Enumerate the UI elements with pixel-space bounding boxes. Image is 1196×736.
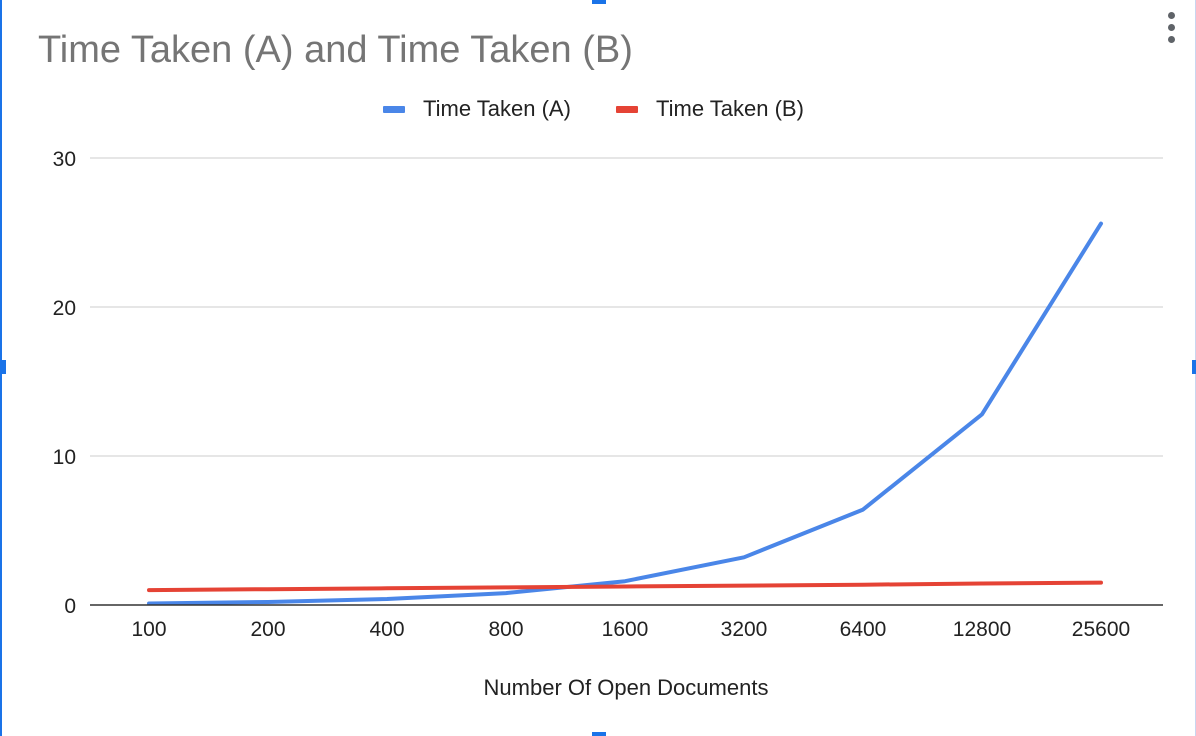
gridlines xyxy=(90,157,1163,457)
y-tick-label: 20 xyxy=(53,297,76,320)
y-tick-label: 0 xyxy=(64,595,76,618)
x-axis-label: Number Of Open Documents xyxy=(484,675,769,700)
x-tick-label: 800 xyxy=(488,618,523,641)
chart-legend: Time Taken (A) Time Taken (B) xyxy=(0,94,1196,124)
x-tick-label: 200 xyxy=(250,618,285,641)
x-tick-label: 100 xyxy=(131,618,166,641)
y-axis-ticks: 0 10 20 30 xyxy=(53,148,76,618)
y-tick-label: 30 xyxy=(53,148,76,171)
series-line-b[interactable] xyxy=(147,580,1103,593)
x-axis-ticks: 100 200 400 800 1600 3200 6400 12800 25600 xyxy=(131,618,1130,641)
legend-label-a: Time Taken (A) xyxy=(423,96,571,121)
y-tick-label: 10 xyxy=(53,446,76,469)
resize-handle-top[interactable] xyxy=(592,0,606,4)
x-tick-label: 12800 xyxy=(953,618,1011,641)
series-lines xyxy=(147,221,1103,606)
resize-handle-left[interactable] xyxy=(0,360,6,374)
resize-handle-bottom[interactable] xyxy=(592,732,606,736)
legend-label-b: Time Taken (B) xyxy=(656,96,804,121)
legend-item-a[interactable]: Time Taken (A) xyxy=(383,94,571,124)
x-tick-label: 400 xyxy=(369,618,404,641)
chart-title: Time Taken (A) and Time Taken (B) xyxy=(38,29,633,71)
more-options-icon[interactable] xyxy=(1162,10,1182,46)
x-tick-label: 25600 xyxy=(1072,618,1130,641)
x-tick-label: 6400 xyxy=(840,618,887,641)
x-tick-label: 3200 xyxy=(721,618,768,641)
legend-swatch-b xyxy=(616,105,638,113)
x-tick-label: 1600 xyxy=(602,618,649,641)
legend-swatch-a xyxy=(383,105,405,113)
series-line-a[interactable] xyxy=(147,221,1103,606)
resize-handle-right[interactable] xyxy=(1192,360,1196,374)
legend-item-b[interactable]: Time Taken (B) xyxy=(616,94,804,124)
